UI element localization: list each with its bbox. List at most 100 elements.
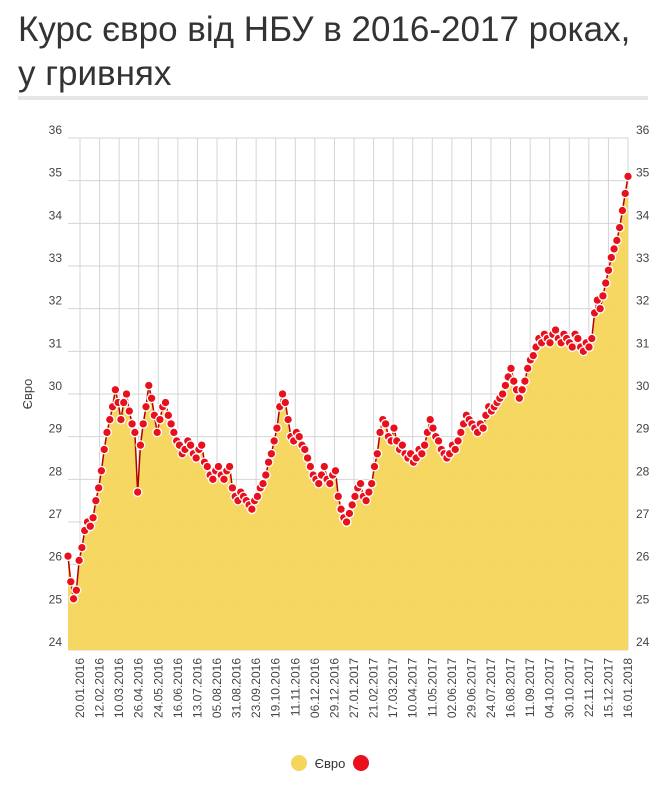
y-tick-label-right: 29 [636,422,650,436]
data-point [617,205,628,216]
data-point [90,495,101,506]
y-tick-label-right: 27 [636,507,650,521]
data-point [258,478,268,489]
data-point [433,435,444,446]
x-tick-label: 05.08.2016 [210,658,224,718]
data-point [572,333,583,344]
x-tick-label: 11.11.2016 [288,658,302,717]
x-tick-label: 04.10.2017 [543,658,557,718]
data-point [246,504,257,515]
data-point [260,470,271,481]
data-point [129,427,140,438]
y-tick-label-left: 36 [49,123,63,137]
data-point [603,265,614,276]
data-point [611,235,622,246]
y-tick-label-left: 31 [49,336,63,350]
data-point [313,478,324,489]
data-point [514,393,525,404]
data-point [88,512,99,523]
y-tick-label-right: 24 [636,635,650,649]
data-point [191,453,202,463]
data-point [85,521,96,532]
data-point [550,325,561,335]
x-tick-label: 20.01.2016 [73,658,87,718]
data-point [143,380,154,391]
legend-red-swatch[interactable] [353,755,370,771]
x-tick-label: 12.02.2016 [93,658,107,718]
data-point [595,303,606,314]
data-point [135,440,146,451]
data-point [302,453,313,463]
y-tick-label-right: 25 [636,592,650,606]
title-divider [18,96,648,100]
data-point [319,461,330,472]
data-point [508,376,519,387]
data-point [347,499,358,510]
x-tick-label: 27.01.2017 [347,658,361,718]
legend-yellow-swatch[interactable] [290,755,307,771]
data-point [272,423,282,434]
data-point [68,593,79,604]
data-point [425,414,436,425]
data-point [567,342,578,353]
data-point [146,393,157,404]
x-tick-label: 31.08.2016 [230,658,244,718]
data-point [138,418,149,429]
data-point [500,380,511,391]
data-point [419,440,430,451]
x-tick-label: 13.07.2016 [190,658,204,718]
y-tick-label-right: 32 [636,294,650,308]
y-tick-label-left: 32 [49,294,63,308]
data-point [196,440,207,451]
data-point [397,440,408,451]
data-point [127,418,138,429]
x-tick-label: 06.12.2016 [308,658,322,718]
data-point [333,491,344,502]
data-point [121,389,132,399]
y-tick-label-right: 36 [636,123,650,137]
data-point [102,427,112,438]
y-tick-label-right: 33 [636,251,650,265]
data-point [104,414,115,425]
data-point [280,397,291,408]
data-point [93,482,104,493]
legend: Євро [0,752,660,774]
data-point [366,478,377,489]
data-point [519,376,530,387]
data-point [152,427,163,438]
data-point [600,278,611,289]
x-tick-label: 16.08.2017 [504,658,518,718]
y-tick-label-right: 35 [636,166,650,180]
data-point [606,252,617,263]
data-point [341,517,352,527]
data-point [614,222,625,233]
data-point [597,290,608,301]
data-point [294,431,305,442]
x-tick-label: 10.04.2017 [406,658,420,718]
data-point [277,389,288,399]
data-point [224,461,235,472]
data-point [163,410,174,421]
data-point [416,448,427,459]
y-tick-label-left: 33 [49,251,63,265]
data-point [227,482,238,493]
data-point [324,478,335,489]
data-point [168,427,179,438]
euro-rate-chart: 24 24 25 25 26 26 27 27 28 28 29 29 30 30 31 31 32 32 33 33… [20,123,650,718]
data-point [609,243,620,254]
data-point [361,495,372,506]
y-tick-label-right: 30 [636,379,650,393]
data-point [141,401,151,412]
data-point [154,414,165,425]
data-point [453,435,463,446]
data-point [185,440,196,451]
y-tick-label-left: 34 [49,208,63,222]
data-point [584,342,594,353]
data-point [160,397,171,408]
data-point [207,474,218,485]
data-point [355,478,366,489]
data-point [124,406,135,417]
data-point [623,171,633,182]
data-point [586,333,597,344]
data-point [305,461,316,472]
